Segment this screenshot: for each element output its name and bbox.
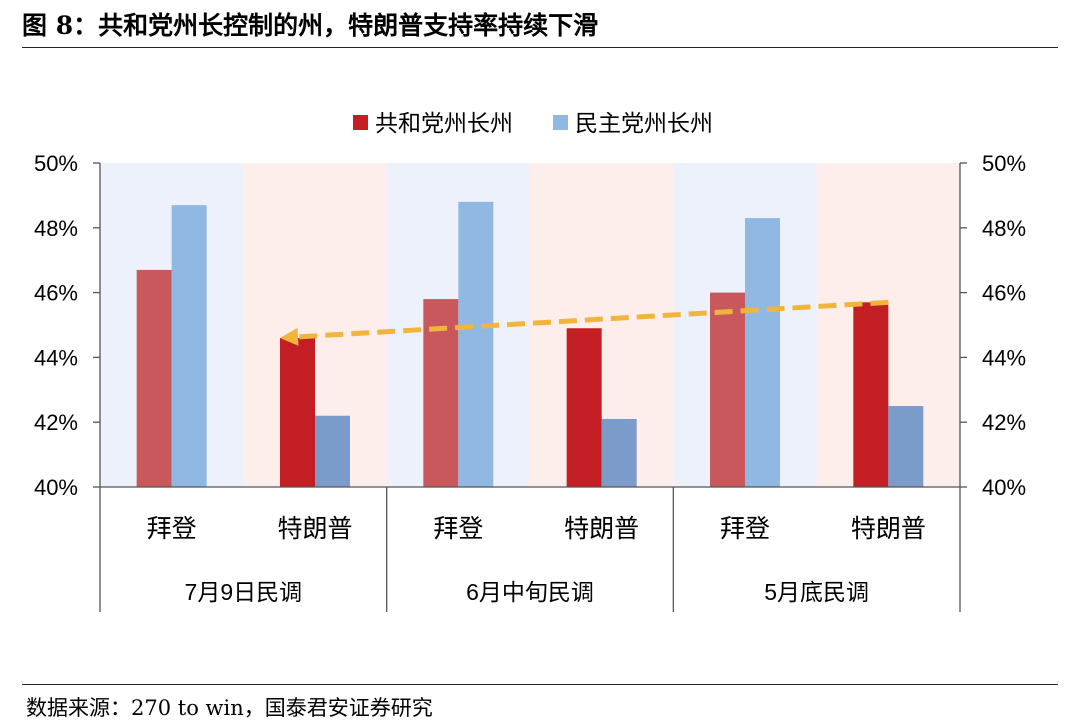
- bar-democrat: [458, 201, 494, 487]
- y-tick-label-left: 46%: [34, 281, 78, 306]
- y-tick-label-right: 50%: [982, 151, 1026, 176]
- source-note: 数据来源：270 to win，国泰君安证券研究: [26, 696, 433, 720]
- y-tick-label-left: 42%: [34, 410, 78, 435]
- figure-title: 图 8：共和党州长控制的州，特朗普支持率持续下滑: [22, 11, 599, 40]
- title-rule: [22, 47, 1058, 48]
- y-tick-label-left: 40%: [34, 475, 78, 500]
- background-bands: [100, 163, 960, 487]
- bar-democrat: [601, 418, 637, 487]
- bar-republican: [136, 269, 172, 487]
- axes: [93, 162, 967, 612]
- legend: 共和党州长州 民主党州长州: [353, 110, 713, 136]
- trend-arrow-line: [297, 299, 889, 340]
- source-rule: [22, 684, 1058, 685]
- legend-label: 民主党州长州: [575, 110, 713, 136]
- group-label: 7月9日民调: [185, 579, 303, 605]
- y-tick-label-left: 50%: [34, 151, 78, 176]
- y-tick-label-right: 42%: [982, 410, 1026, 435]
- subcategory-label: 特朗普: [277, 515, 352, 543]
- bar-republican: [710, 292, 745, 487]
- bar-democrat: [745, 218, 780, 487]
- y-tick-label-right: 48%: [982, 216, 1026, 241]
- y-tick-label-left: 44%: [34, 345, 78, 370]
- bars: [136, 201, 924, 487]
- legend-label: 共和党州长州: [375, 110, 513, 136]
- trend-arrow-head: [280, 327, 299, 346]
- subcategory-label: 特朗普: [851, 515, 926, 543]
- y-tick-label-right: 40%: [982, 475, 1026, 500]
- trend-arrow-annotation: [280, 299, 889, 346]
- subcategory-label: 拜登: [147, 515, 197, 543]
- legend-swatch: [553, 115, 568, 130]
- group-label: 5月底民调: [764, 579, 869, 605]
- bar-republican: [853, 302, 889, 487]
- axis-labels: 拜登 特朗普 7月9日民调 拜登 特朗普 6月中旬民调 拜登 特朗普 5月底民调 40% 40% 42…: [34, 151, 1026, 605]
- subcategory-label: 拜登: [720, 515, 770, 543]
- y-tick-label-left: 48%: [34, 216, 78, 241]
- bar-republican: [566, 328, 602, 487]
- bar-democrat: [315, 415, 350, 487]
- y-tick-label-right: 44%: [982, 345, 1026, 370]
- bar-democrat: [171, 205, 207, 487]
- y-tick-label-right: 46%: [982, 281, 1026, 306]
- bar-democrat: [888, 406, 924, 487]
- group-label: 6月中旬民调: [466, 579, 594, 605]
- subcategory-label: 拜登: [433, 515, 483, 543]
- subcategory-label: 特朗普: [564, 515, 639, 543]
- bar-republican: [280, 337, 315, 487]
- legend-swatch: [353, 115, 368, 130]
- bar-chart: 拜登 特朗普 7月9日民调 拜登 特朗普 6月中旬民调 拜登 特朗普 5月底民调 40% 40% 42…: [34, 110, 1026, 612]
